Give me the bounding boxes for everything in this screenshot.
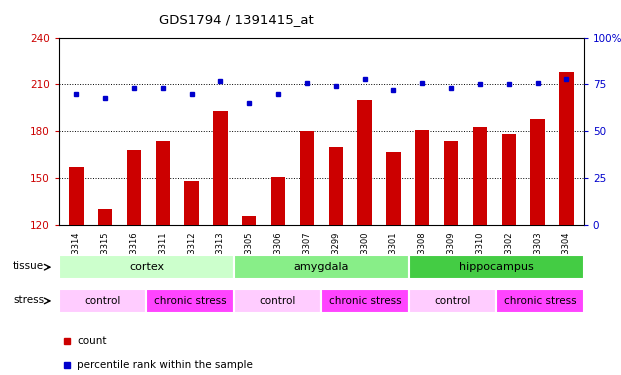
Bar: [300, 131, 314, 225]
Bar: [496, 289, 584, 313]
Bar: [127, 150, 141, 225]
Bar: [530, 119, 545, 225]
Text: cortex: cortex: [129, 262, 164, 272]
Text: amygdala: amygdala: [294, 262, 349, 272]
Text: GDS1794 / 1391415_at: GDS1794 / 1391415_at: [158, 13, 314, 26]
Text: percentile rank within the sample: percentile rank within the sample: [78, 360, 253, 369]
Text: hippocampus: hippocampus: [459, 262, 533, 272]
Bar: [147, 289, 234, 313]
Bar: [329, 147, 343, 225]
Text: control: control: [260, 296, 296, 306]
Bar: [271, 177, 285, 225]
Text: count: count: [78, 336, 107, 346]
Text: chronic stress: chronic stress: [504, 296, 576, 306]
Text: tissue: tissue: [13, 261, 44, 271]
Bar: [242, 216, 256, 225]
Bar: [473, 127, 487, 225]
Bar: [502, 134, 516, 225]
Bar: [184, 181, 199, 225]
Bar: [59, 289, 147, 313]
Bar: [98, 209, 112, 225]
Text: stress: stress: [13, 295, 44, 305]
Bar: [322, 289, 409, 313]
Bar: [560, 72, 574, 225]
Text: control: control: [434, 296, 471, 306]
Bar: [444, 141, 458, 225]
Bar: [409, 289, 496, 313]
Bar: [213, 111, 228, 225]
Bar: [234, 255, 409, 279]
Bar: [59, 255, 234, 279]
Bar: [69, 167, 83, 225]
Bar: [409, 255, 584, 279]
Bar: [358, 100, 372, 225]
Text: chronic stress: chronic stress: [329, 296, 401, 306]
Text: chronic stress: chronic stress: [154, 296, 227, 306]
Bar: [386, 152, 401, 225]
Text: control: control: [84, 296, 121, 306]
Bar: [234, 289, 322, 313]
Bar: [415, 130, 430, 225]
Bar: [156, 141, 170, 225]
